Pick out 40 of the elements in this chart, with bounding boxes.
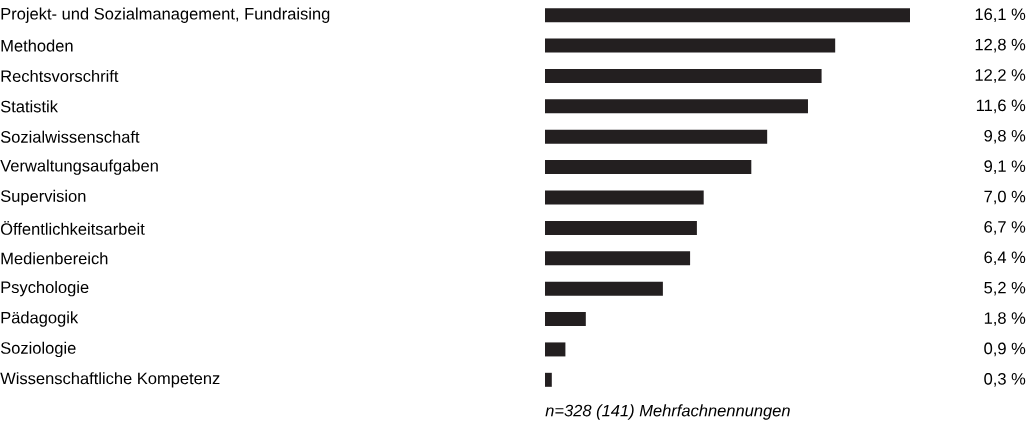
- y-tick-label: Öffentlichkeitsarbeit: [0, 220, 145, 235]
- y-tick-label: Verwaltungsaufgaben: [0, 159, 158, 175]
- y-tick-label: Statistik: [0, 100, 58, 113]
- bar: [545, 251, 691, 266]
- data-label: 6,4 %: [984, 251, 1026, 266]
- data-label: 0,9 %: [984, 342, 1026, 357]
- text: n=328 (141) Mehrfachnennungen: [545, 404, 790, 420]
- y-tick-label: Supervision: [0, 189, 86, 206]
- data-label: 9,8 %: [984, 129, 1026, 144]
- y-tick-label: Projekt- und Sozialmanagement, Fundraising: [1, 7, 330, 23]
- data-label: 1,8 %: [984, 312, 1026, 326]
- bar: [545, 220, 697, 235]
- bar: [545, 190, 704, 205]
- bar: [545, 8, 910, 23]
- data-label: 12,2 %: [975, 69, 1026, 83]
- y-tick-label: Pädagogik: [1, 311, 79, 327]
- bar: [545, 99, 808, 114]
- bar: [545, 281, 663, 296]
- data-label: 6,7 %: [984, 221, 1026, 235]
- bar: [545, 129, 768, 144]
- data-label: 7,0 %: [984, 190, 1026, 205]
- data-label: 9,1 %: [984, 160, 1026, 174]
- bar: [545, 68, 822, 83]
- y-tick-label: Rechtsvorschrift: [1, 69, 119, 83]
- data-label: 11,6 %: [976, 99, 1026, 114]
- y-tick-label: Medienbereich: [1, 252, 108, 265]
- bar: [545, 160, 752, 175]
- data-label: 0,3 %: [984, 372, 1026, 387]
- y-tick-label: Sozialwissenschaft: [0, 130, 140, 143]
- bar: [545, 372, 552, 387]
- bar: [545, 38, 836, 53]
- bar: [545, 342, 566, 357]
- y-tick-label: Methoden: [1, 39, 73, 52]
- y-tick-label: Psychologie: [1, 280, 89, 297]
- y-tick-label: Soziologie: [0, 341, 76, 358]
- bar: [545, 312, 586, 327]
- data-label: 5,2 %: [984, 281, 1026, 296]
- data-label: 16,1 %: [975, 8, 1026, 23]
- y-tick-label: Wissenschaftliche Kompetenz: [0, 372, 220, 388]
- data-label: 12,8 %: [975, 38, 1026, 53]
